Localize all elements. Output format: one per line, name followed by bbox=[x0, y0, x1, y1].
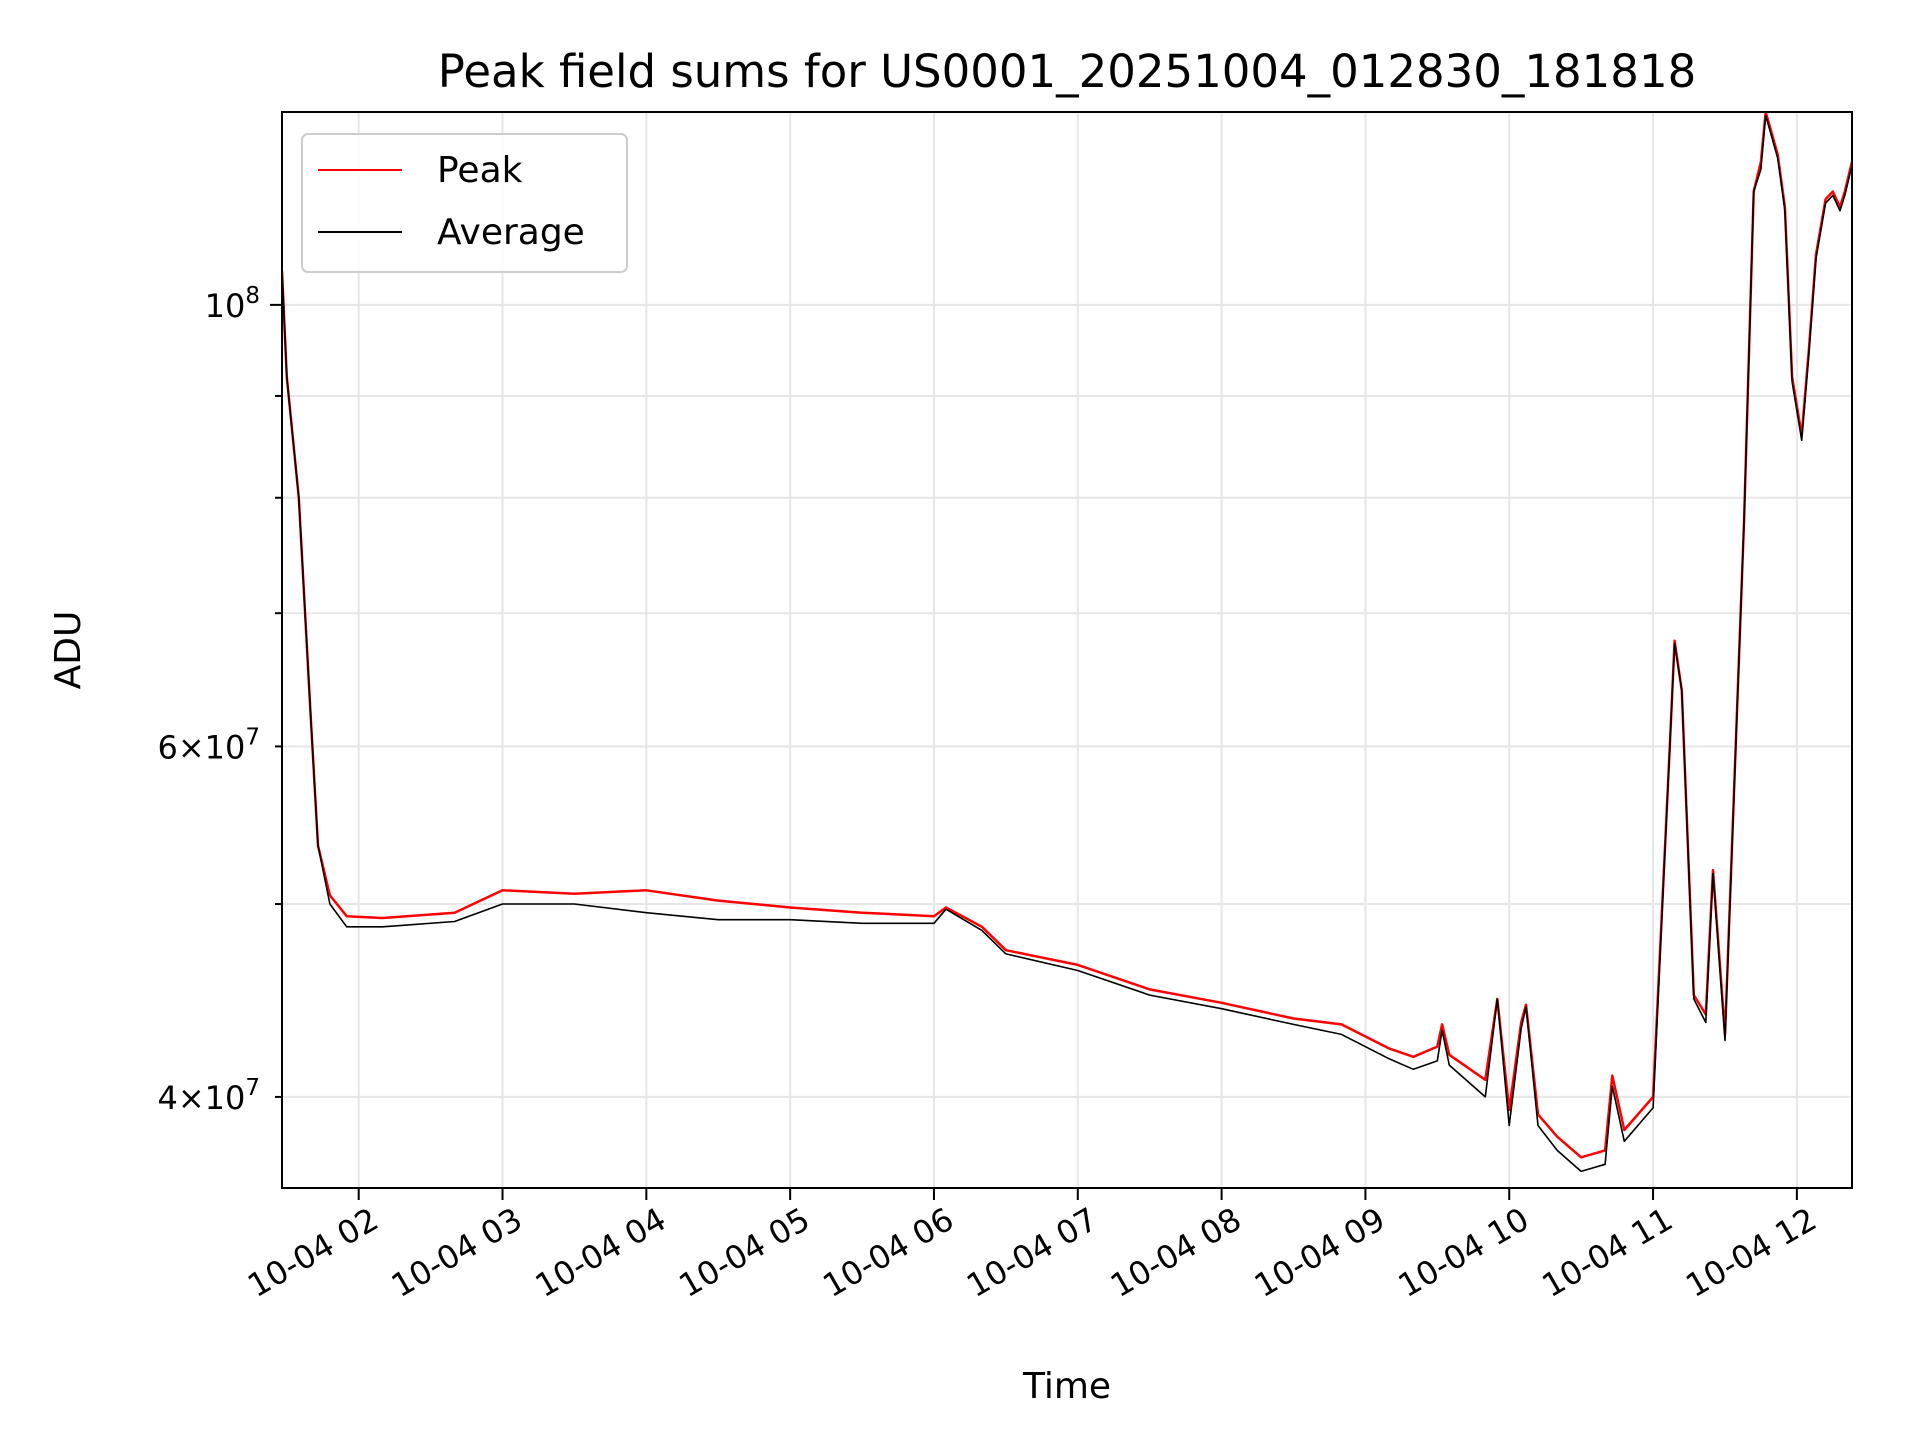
series-line-peak bbox=[282, 112, 1852, 1159]
y-axis: 108 4×107 6×107 bbox=[157, 283, 282, 1117]
x-axis-label: Time bbox=[1022, 1366, 1111, 1407]
legend-label-peak: Peak bbox=[437, 150, 523, 191]
legend-label-average: Average bbox=[437, 212, 585, 253]
series-layer bbox=[282, 112, 1852, 1173]
y-tick-label: 6×107 bbox=[157, 724, 260, 766]
y-tick-label: 4×107 bbox=[157, 1075, 260, 1117]
plot-frame bbox=[281, 111, 1853, 1189]
grid bbox=[282, 112, 1852, 1188]
legend: Peak Average bbox=[301, 133, 628, 273]
series-line-average bbox=[282, 114, 1852, 1173]
y-tick-label: 108 bbox=[205, 283, 260, 325]
chart-title: Peak field sums for US0001_20251004_0128… bbox=[438, 45, 1696, 98]
y-axis-label: ADU bbox=[48, 611, 89, 690]
legend-box bbox=[301, 133, 628, 273]
